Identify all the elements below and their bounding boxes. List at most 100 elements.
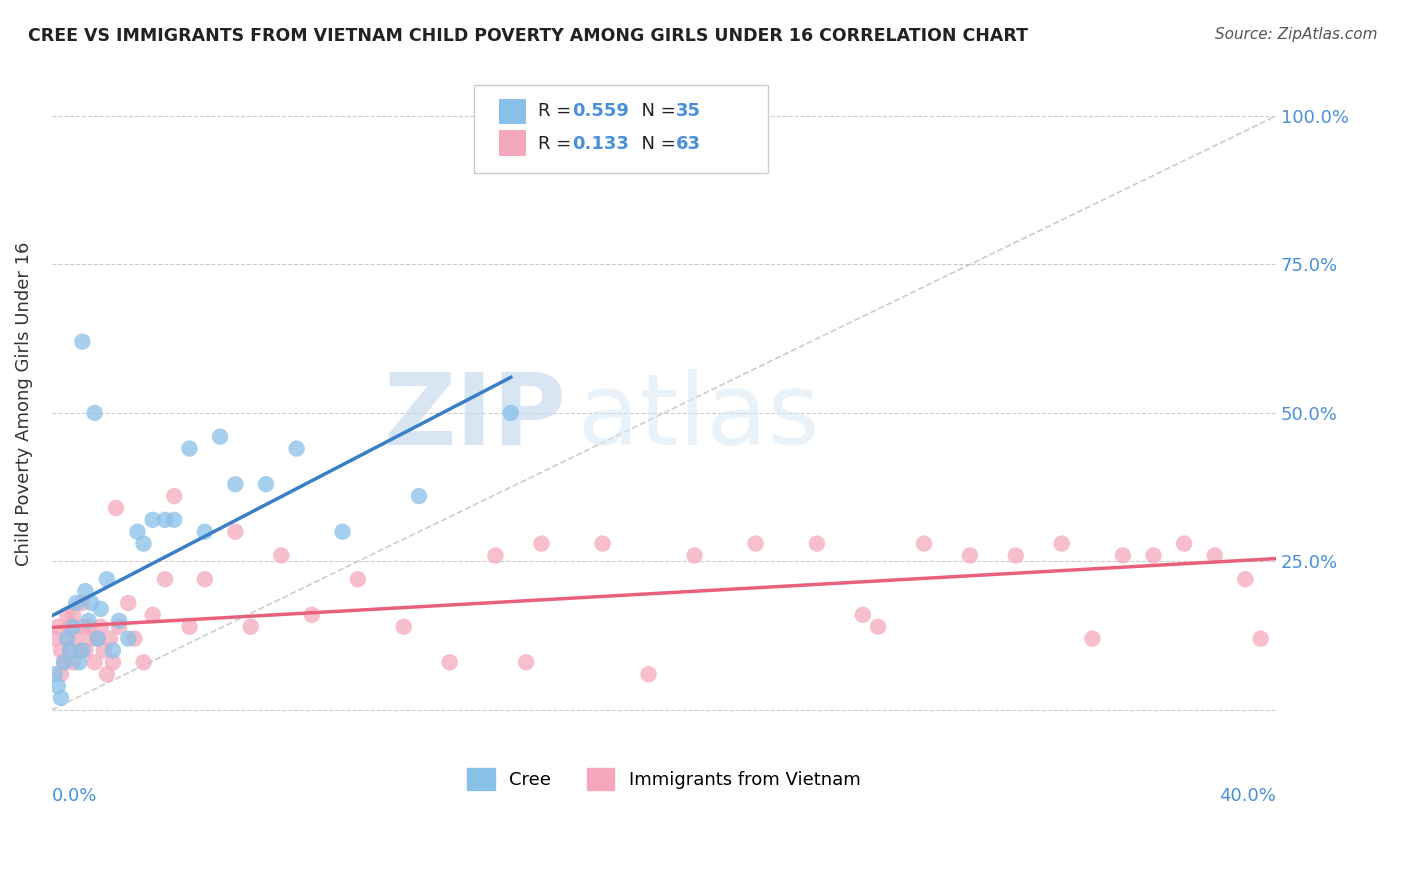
Point [62, 656, 84, 670]
Point [65, 596, 87, 610]
Point [56, 632, 79, 646]
Point [80, 632, 103, 646]
Point [98, 632, 121, 646]
Point [224, 477, 246, 491]
Point [132, 656, 155, 670]
Point [239, 620, 262, 634]
Point [1234, 572, 1257, 586]
Point [484, 549, 506, 563]
Point [117, 632, 139, 646]
Point [392, 620, 415, 634]
Point [852, 607, 875, 622]
Point [142, 607, 165, 622]
Point [56, 632, 79, 646]
Point [270, 549, 292, 563]
Point [49, 691, 72, 706]
Point [163, 513, 186, 527]
Point [56, 607, 79, 622]
Point [142, 513, 165, 527]
Point [59, 643, 82, 657]
Point [530, 536, 553, 550]
Point [72, 334, 94, 349]
Point [1204, 549, 1226, 563]
Point [683, 549, 706, 563]
Text: 35: 35 [676, 103, 702, 120]
Point [53, 656, 76, 670]
Legend: Cree, Immigrants from Vietnam: Cree, Immigrants from Vietnam [460, 761, 868, 797]
Point [1050, 536, 1073, 550]
Point [93, 643, 115, 657]
Point [515, 656, 537, 670]
FancyBboxPatch shape [474, 86, 768, 172]
Point [67, 656, 90, 670]
Point [83, 406, 105, 420]
Point [90, 602, 112, 616]
Text: N =: N = [630, 103, 681, 120]
Point [194, 572, 217, 586]
Point [108, 614, 131, 628]
Point [499, 406, 522, 420]
Point [65, 632, 87, 646]
Point [62, 607, 84, 622]
Point [868, 620, 890, 634]
Point [59, 620, 82, 634]
Point [332, 524, 354, 539]
Point [75, 643, 97, 657]
Text: N =: N = [630, 136, 681, 153]
Point [101, 656, 124, 670]
Point [346, 572, 368, 586]
Point [744, 536, 766, 550]
Point [83, 656, 105, 670]
Point [59, 643, 82, 657]
Point [285, 442, 308, 456]
Point [96, 572, 118, 586]
Text: R =: R = [537, 136, 582, 153]
Point [124, 632, 146, 646]
Point [72, 596, 94, 610]
Point [105, 500, 128, 515]
Point [153, 572, 176, 586]
Text: Source: ZipAtlas.com: Source: ZipAtlas.com [1215, 27, 1378, 42]
Point [959, 549, 981, 563]
Text: 40.0%: 40.0% [1219, 787, 1277, 805]
Point [127, 524, 149, 539]
Point [132, 536, 155, 550]
Point [49, 667, 72, 681]
Point [117, 596, 139, 610]
Point [62, 620, 84, 634]
Point [90, 620, 112, 634]
Point [86, 632, 108, 646]
Text: 0.0%: 0.0% [52, 787, 97, 805]
Text: R =: R = [537, 103, 576, 120]
Point [108, 620, 131, 634]
Point [96, 667, 118, 681]
Point [806, 536, 828, 550]
Point [912, 536, 935, 550]
Point [46, 679, 69, 693]
Point [80, 596, 103, 610]
Point [194, 524, 217, 539]
Point [153, 513, 176, 527]
Point [101, 643, 124, 657]
Point [72, 620, 94, 634]
Text: ZIP: ZIP [382, 369, 567, 466]
Point [67, 643, 90, 657]
Point [179, 442, 201, 456]
FancyBboxPatch shape [499, 130, 526, 156]
Point [1004, 549, 1026, 563]
Text: atlas: atlas [578, 369, 820, 466]
Text: 0.559: 0.559 [572, 103, 628, 120]
Point [592, 536, 614, 550]
Point [637, 667, 659, 681]
Point [86, 632, 108, 646]
FancyBboxPatch shape [499, 99, 526, 124]
Point [46, 620, 69, 634]
Point [408, 489, 430, 503]
Point [72, 643, 94, 657]
Point [1250, 632, 1272, 646]
Point [209, 430, 232, 444]
Point [1112, 549, 1135, 563]
Y-axis label: Child Poverty Among Girls Under 16: Child Poverty Among Girls Under 16 [15, 242, 32, 566]
Point [1173, 536, 1195, 550]
Text: 0.133: 0.133 [572, 136, 628, 153]
